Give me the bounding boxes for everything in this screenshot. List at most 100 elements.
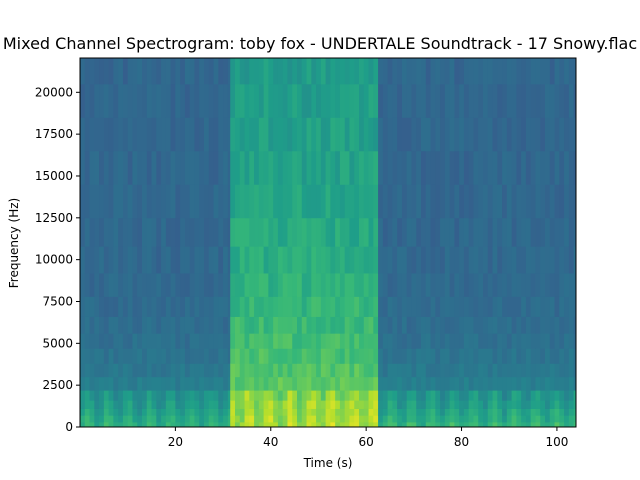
heatmap-cell [254,184,260,219]
heatmap-cell [306,390,312,401]
heatmap-cell [287,408,293,416]
heatmap-cell [208,217,214,247]
heatmap-cell [463,408,470,416]
heatmap-cell [368,400,374,409]
heatmap-cell [392,421,398,427]
heatmap-cell [170,415,176,423]
heatmap-cell [320,184,327,219]
heatmap-cell [368,348,374,364]
heatmap-cell [184,363,191,378]
heatmap-cell [416,348,422,364]
heatmap-cell [301,408,307,416]
heatmap-cell [263,150,269,185]
heatmap-cell [425,246,431,274]
heatmap-cell [535,150,541,185]
heatmap-cell [525,184,532,219]
heatmap-cell [199,184,205,219]
heatmap-cell [506,316,513,334]
heatmap-cell [156,408,162,416]
heatmap-cell [392,58,398,85]
heatmap-cell [483,217,489,247]
heatmap-cell [430,296,436,317]
heatmap-cell [254,415,260,423]
heatmap-cell [146,296,152,317]
heatmap-cell [223,58,229,85]
heatmap-cell [421,348,427,364]
heatmap-cell [118,348,124,364]
heatmap-cell [287,83,293,118]
heatmap-cell [254,408,260,416]
heatmap-cell [325,390,331,401]
heatmap-cell [335,217,341,247]
heatmap-cell [478,400,484,409]
heatmap-cell [559,390,565,401]
heatmap-cell [406,184,412,219]
heatmap-cell [463,316,470,334]
heatmap-cell [99,246,105,274]
heatmap-cell [382,246,389,274]
heatmap-cell [478,150,484,185]
heatmap-cell [564,246,570,274]
heatmap-cell [506,376,513,391]
heatmap-cell [430,415,436,423]
heatmap-cell [368,421,374,427]
heatmap-cell [521,273,527,297]
heatmap-cell [564,296,570,317]
heatmap-cell [94,363,100,378]
heatmap-cell [525,117,532,152]
heatmap-cell [363,316,369,334]
heatmap-cell [277,415,284,423]
heatmap-cell [146,415,152,423]
heatmap-cell [463,333,470,349]
heatmap-cell [122,273,129,297]
heatmap-cell [108,150,114,185]
heatmap-cell [189,390,195,401]
heatmap-cell [359,296,365,317]
heatmap-cell [208,296,214,317]
heatmap-cell [118,246,124,274]
heatmap-cell [387,273,393,297]
heatmap-cell [354,184,360,219]
heatmap-cell [487,316,493,334]
heatmap-cell [363,296,369,317]
heatmap-cell [122,217,129,247]
heatmap-cell [184,117,191,152]
heatmap-cell [335,408,341,416]
heatmap-cell [487,217,493,247]
heatmap-cell [142,58,148,85]
heatmap-cell [184,408,191,416]
heatmap-cell [440,408,446,416]
heatmap-cell [459,421,465,427]
heatmap-cell [263,117,269,152]
heatmap-cell [199,363,205,378]
heatmap-cell [127,58,133,85]
heatmap-cell [354,348,360,364]
heatmap-cell [330,83,336,118]
heatmap-cell [137,83,143,118]
heatmap-cell [435,415,441,423]
heatmap-cell [335,150,341,185]
heatmap-cell [382,58,389,85]
heatmap-cell [344,184,350,219]
heatmap-cell [411,333,417,349]
heatmap-cell [249,150,255,185]
heatmap-cell [564,184,570,219]
heatmap-cell [84,184,90,219]
heatmap-cell [84,83,90,118]
heatmap-cell [132,296,138,317]
heatmap-cell [132,363,138,378]
heatmap-cell [273,390,279,401]
heatmap-cell [194,390,200,401]
heatmap-cell [511,296,517,317]
heatmap-cell [103,217,110,247]
heatmap-cell [146,246,152,274]
heatmap-cell [249,184,255,219]
heatmap-cell [473,117,479,152]
heatmap-cell [132,390,138,401]
heatmap-cell [497,390,503,401]
heatmap-cell [311,273,317,297]
heatmap-cell [258,83,265,118]
heatmap-cell [359,273,365,297]
heatmap-cell [175,117,181,152]
heatmap-cell [306,117,312,152]
